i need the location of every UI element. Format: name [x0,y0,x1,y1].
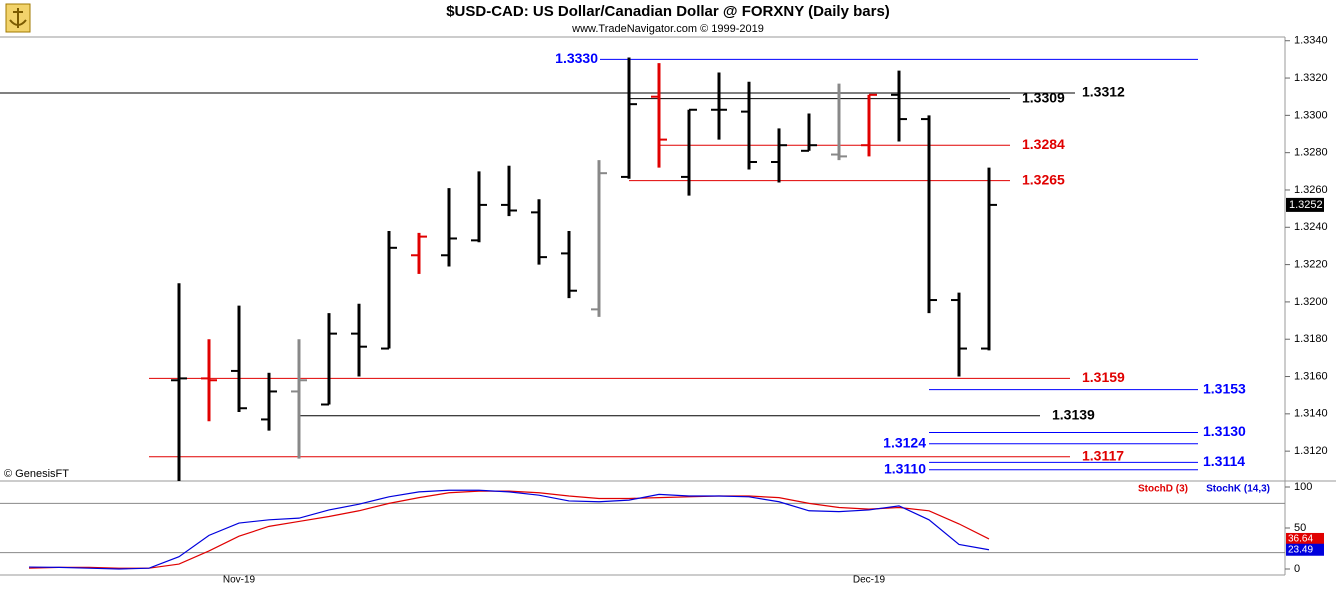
level-label: 1.3124 [883,434,926,450]
stoch-line [28,490,990,569]
y-tick-label: 1.3240 [1294,221,1328,233]
level-label: 1.3117 [1082,447,1124,463]
level-label: 1.3153 [1203,380,1246,396]
y-tick-label: 100 [1294,481,1312,493]
last-value-label: 1.3252 [1289,199,1323,211]
last-value-label: 23.49 [1288,544,1313,555]
y-tick-label: 1.3140 [1294,408,1328,420]
y-tick-label: 0 [1294,563,1300,575]
legend-entry: StochD (3) [1138,484,1188,495]
y-tick-label: 1.3320 [1294,72,1328,84]
last-value-box [1286,543,1324,556]
y-tick-label: 1.3260 [1294,184,1328,196]
level-label: 1.3312 [1082,84,1125,100]
last-value-label: 36.64 [1288,534,1313,545]
x-tick-label: Dec-19 [853,575,886,586]
last-value-box [1286,197,1324,212]
level-label: 1.3330 [555,50,598,66]
y-tick-label: 50 [1294,522,1306,534]
level-label: 1.3114 [1203,453,1245,469]
annotation: © GenesisFT [4,468,69,480]
y-tick-label: 1.3160 [1294,370,1328,382]
x-tick-label: Nov-19 [223,575,256,586]
level-label: 1.3309 [1022,89,1065,105]
chart-title: $USD-CAD: US Dollar/Canadian Dollar @ FO… [446,3,890,20]
logo [5,3,31,33]
level-label: 1.3159 [1082,369,1125,385]
y-tick-label: 1.3280 [1294,147,1328,159]
y-tick-label: 1.3220 [1294,259,1328,271]
level-label: 1.3284 [1022,136,1065,152]
legend-entry: StochK (14,3) [1206,484,1270,495]
stoch-line [28,489,990,570]
chart-subtitle: www.TradeNavigator.com © 1999-2019 [571,23,764,35]
y-tick-label: 1.3300 [1294,109,1328,121]
level-label: 1.3130 [1203,423,1246,439]
level-label: 1.3110 [884,461,926,477]
level-label: 1.3139 [1052,406,1095,422]
level-label: 1.3265 [1022,171,1065,187]
y-tick-label: 1.3120 [1294,445,1328,457]
y-tick-label: 1.3200 [1294,296,1328,308]
y-tick-label: 1.3180 [1294,333,1328,345]
last-value-box [1286,532,1324,545]
y-tick-label: 1.3340 [1294,35,1328,47]
